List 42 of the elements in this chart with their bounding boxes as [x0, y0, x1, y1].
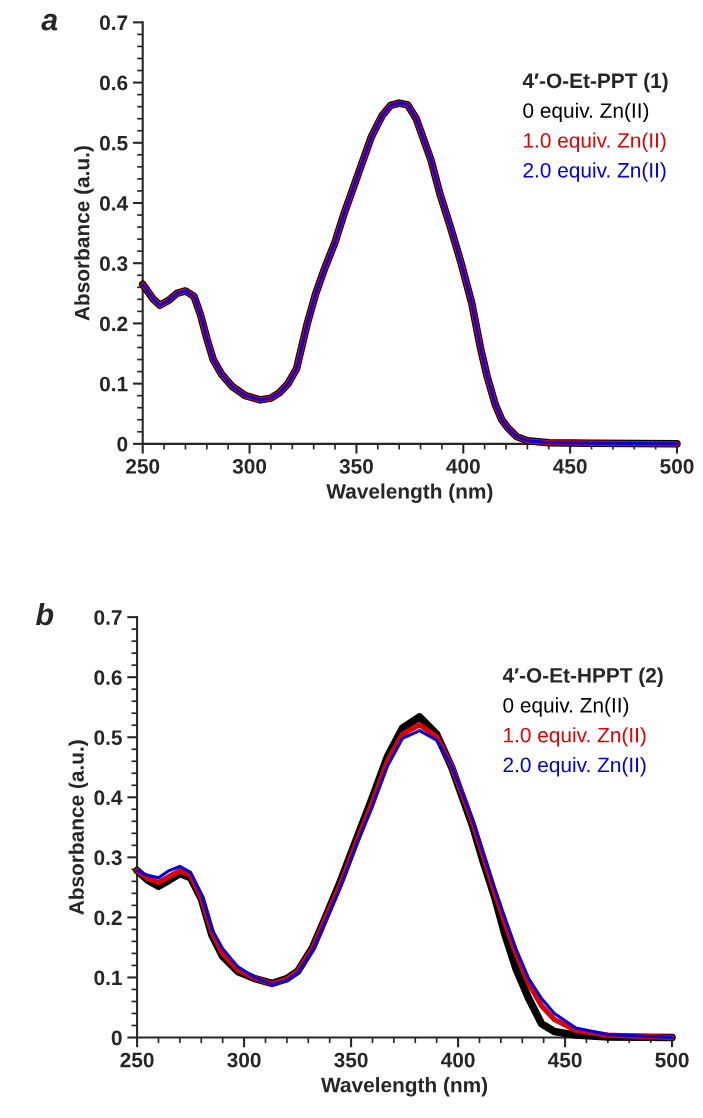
x-tick-label: 350	[339, 458, 373, 474]
x-tick-label: 250	[120, 1052, 154, 1068]
y-axis-title: Absorbance (a.u.)	[68, 740, 88, 915]
x-tick-label: 400	[441, 1052, 475, 1068]
legend-title: 4′-O-Et-PPT (1)	[522, 72, 668, 93]
x-tick-label: 300	[227, 1052, 261, 1068]
text: 2.0 equiv. Zn(II)	[523, 162, 666, 182]
y-tick-label: 0.2	[99, 316, 128, 332]
y-tick-label: 0.3	[99, 256, 128, 271]
y-tick-label: 0.6	[94, 670, 122, 685]
x-tick-label: 500	[655, 1052, 689, 1068]
x-tick-label: 250	[126, 458, 160, 474]
text: 2.0 equiv. Zn(II)	[503, 757, 646, 777]
x-axis-title: Wavelength (nm)	[326, 483, 493, 503]
y-tick-label: 0.7	[94, 610, 122, 625]
legend-title: 4′-O-Et-HPPT (2)	[502, 667, 663, 687]
y-tick-label: 0.4	[94, 790, 123, 806]
chart-title: b	[35, 602, 54, 626]
y-tick-label: 0.4	[99, 196, 129, 211]
y-tick-label: 0	[117, 436, 128, 452]
text: 0 equiv. Zn(II)	[503, 697, 629, 717]
y-tick-label: 0.7	[99, 15, 128, 31]
x-tick-label: 300	[232, 458, 267, 474]
y-tick-label: 0	[111, 1030, 122, 1046]
y-tick-label: 0.2	[94, 910, 122, 926]
y-tick-label: 0.3	[94, 850, 122, 866]
x-tick-label: 500	[660, 458, 694, 474]
text: 1.0 equiv. Zn(II)	[504, 727, 646, 747]
x-tick-label: 450	[553, 458, 587, 474]
x-axis-title: Wavelength (nm)	[321, 1077, 488, 1097]
x-tick-label: 400	[446, 458, 480, 474]
x-tick-label: 450	[548, 1052, 582, 1068]
x-tick-label: 350	[334, 1052, 368, 1068]
y-tick-label: 0.1	[99, 376, 128, 392]
y-tick-label: 0.5	[94, 730, 122, 745]
y-tick-label: 0.6	[99, 75, 128, 91]
y-tick-label: 0.5	[99, 135, 128, 151]
chart-title: a	[41, 13, 58, 31]
y-axis-title: Absorbance (a.u.)	[74, 146, 94, 321]
text: 1.0 equiv. Zn(II)	[524, 132, 666, 152]
text: 0 equiv. Zn(II)	[523, 102, 649, 123]
y-tick-label: 0.1	[94, 970, 122, 986]
